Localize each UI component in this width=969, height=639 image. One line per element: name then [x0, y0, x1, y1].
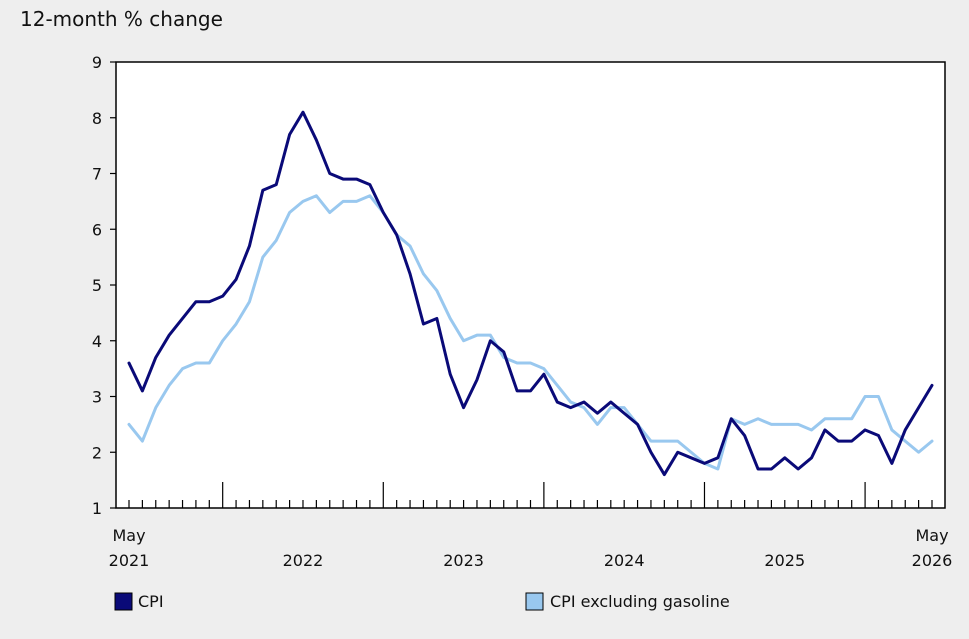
x-tick-label-year: 2026: [912, 551, 953, 570]
x-tick-label-year: 2024: [604, 551, 645, 570]
legend-swatch-cpi-excluding-gasoline: [525, 592, 544, 611]
y-tick-label: 3: [92, 388, 102, 407]
legend-label-cpi: CPI: [138, 592, 164, 611]
x-tick-label-month: May: [112, 526, 145, 545]
y-tick-label: 5: [92, 276, 102, 295]
y-tick-label: 8: [92, 109, 102, 128]
legend-label-cpi-excluding-gasoline: CPI excluding gasoline: [550, 592, 730, 611]
x-tick-label-year: 2025: [764, 551, 805, 570]
x-axis: May 2021 2022 2023 2024 2025 May 2026: [109, 482, 953, 570]
y-tick-label: 4: [92, 332, 102, 351]
x-tick-label-year: 2021: [109, 551, 150, 570]
x-tick-label-year: 2023: [443, 551, 484, 570]
series-line-cpi-excluding-gasoline: [127, 194, 934, 471]
legend-swatch-cpi: [114, 592, 133, 611]
series-line-cpi: [127, 110, 934, 477]
legend: CPI CPI excluding gasoline: [114, 592, 730, 611]
x-tick-label-month: May: [915, 526, 948, 545]
x-tick-label-year: 2022: [283, 551, 324, 570]
y-tick-label: 9: [92, 53, 102, 72]
y-tick-label: 7: [92, 165, 102, 184]
series-layer: [127, 110, 934, 477]
y-tick-label: 6: [92, 220, 102, 239]
y-tick-label: 1: [92, 499, 102, 518]
y-axis: 1 2 3 4 5 6 7 8 9: [92, 53, 116, 518]
y-tick-label: 2: [92, 443, 102, 462]
chart-title: 12-month % change: [20, 7, 223, 31]
